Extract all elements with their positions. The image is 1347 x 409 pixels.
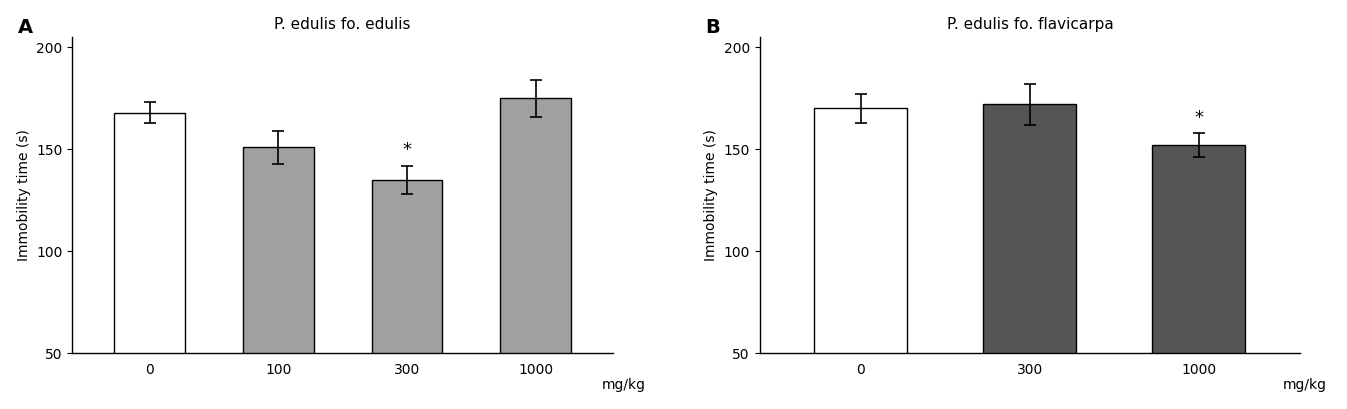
Bar (500, 98, 571, 353)
Text: mg/kg: mg/kg (602, 378, 647, 392)
Bar (1153, 145, 1246, 353)
Text: *: * (403, 142, 412, 160)
Title: P. edulis fo. edulis: P. edulis fo. edulis (275, 17, 411, 31)
Bar (242, 147, 314, 353)
Y-axis label: Immobility time (s): Immobility time (s) (16, 129, 31, 261)
Text: mg/kg: mg/kg (1284, 378, 1327, 392)
Bar (372, 180, 442, 353)
Bar (815, 108, 908, 353)
Text: B: B (706, 18, 721, 37)
Bar (114, 112, 185, 353)
Y-axis label: Immobility time (s): Immobility time (s) (704, 129, 718, 261)
Title: P. edulis fo. flavicarpa: P. edulis fo. flavicarpa (947, 17, 1113, 31)
Bar (983, 104, 1076, 353)
Text: A: A (19, 18, 34, 37)
Text: *: * (1195, 109, 1203, 127)
